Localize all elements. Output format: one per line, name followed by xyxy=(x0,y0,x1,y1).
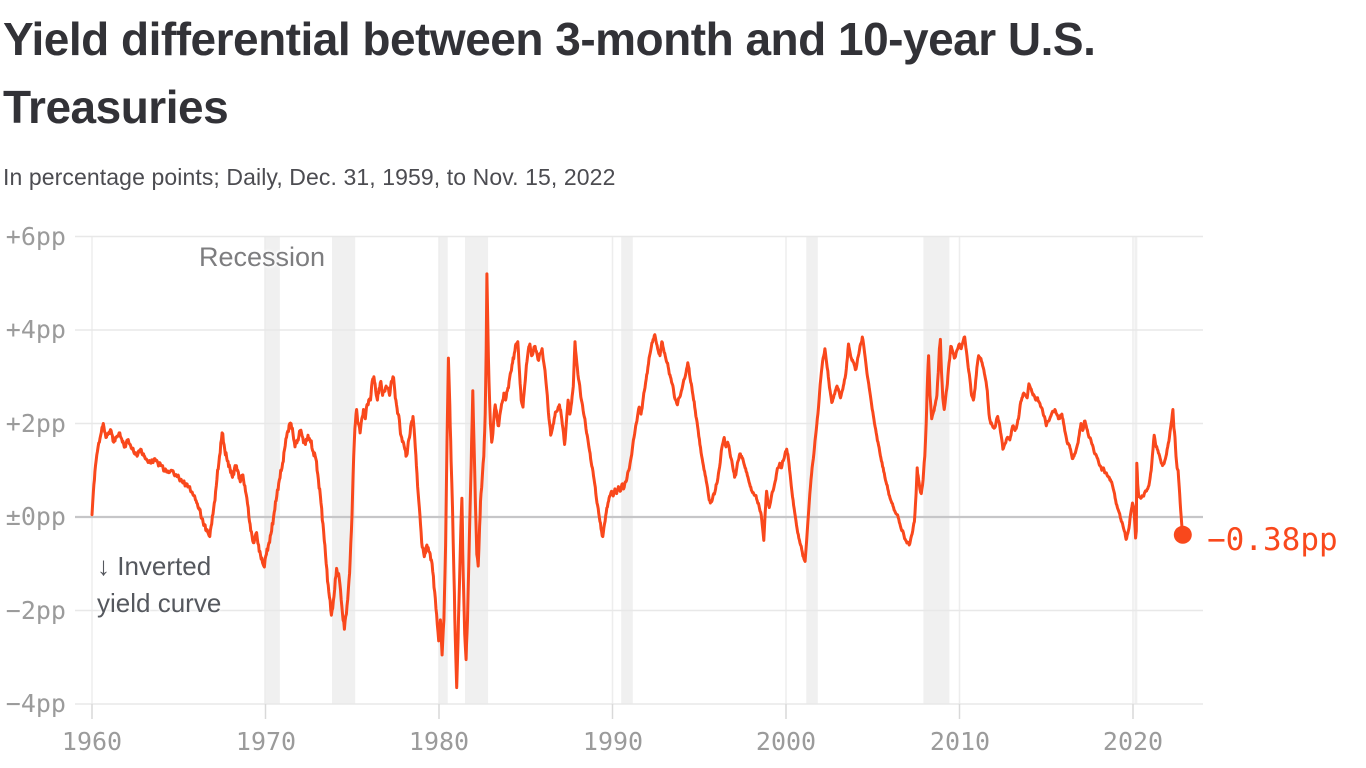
inverted-annotation-line-2: yield curve xyxy=(97,588,222,618)
y-axis-label: +4pp xyxy=(5,315,66,344)
y-axis-label: +2pp xyxy=(5,409,66,438)
x-axis-label: 1960 xyxy=(61,727,123,756)
recession-band xyxy=(465,236,489,704)
recession-annotation: Recession xyxy=(199,242,326,272)
recession-band xyxy=(264,236,280,704)
y-axis-label: −4pp xyxy=(5,689,66,718)
x-axis-label: 1970 xyxy=(235,727,297,756)
x-axis-label: 2000 xyxy=(755,727,817,756)
x-axis-label: 2010 xyxy=(929,727,991,756)
recession-band xyxy=(621,236,633,704)
last-value-label: −0.38pp xyxy=(1207,522,1338,558)
inverted-annotation-line-1: ↓ Inverted xyxy=(97,551,212,581)
y-axis-label: +6pp xyxy=(5,222,66,251)
x-axis-label: 1990 xyxy=(582,727,644,756)
chart-title-line-1: Yield differential between 3-month and 1… xyxy=(3,13,1096,65)
chart-title-line-2: Treasuries xyxy=(3,81,229,133)
inverted-yield-curve-annotation: ↓ Inverted yield curve xyxy=(97,548,221,622)
recession-band xyxy=(332,236,356,704)
y-axis-label: ±0pp xyxy=(5,502,66,531)
recession-band xyxy=(439,236,448,704)
chart-subtitle: In percentage points; Daily, Dec. 31, 19… xyxy=(3,164,616,190)
recession-band xyxy=(923,236,950,704)
y-axis-label: −2pp xyxy=(5,596,66,625)
x-axis-label: 1980 xyxy=(408,727,470,756)
yield-spread-line xyxy=(90,272,1185,690)
last-point-dot xyxy=(1173,525,1192,544)
x-axis-label: 2020 xyxy=(1102,727,1164,756)
